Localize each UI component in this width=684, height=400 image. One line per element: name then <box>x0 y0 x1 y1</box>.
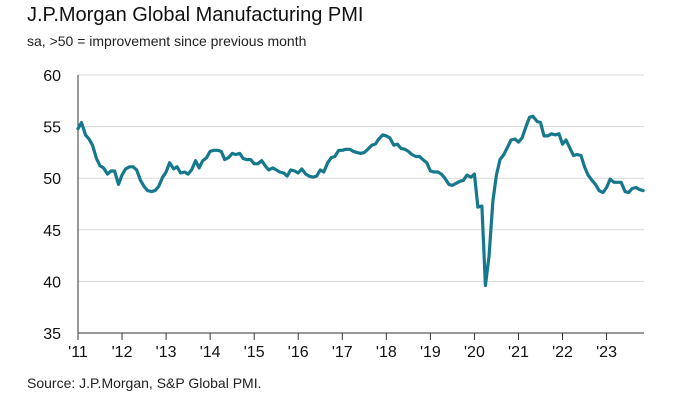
chart-subtitle: sa, >50 = improvement since previous mon… <box>27 33 307 49</box>
x-tick-label: '17 <box>332 344 353 361</box>
y-tick-label: 35 <box>43 326 61 343</box>
x-tick-label: '23 <box>596 344 617 361</box>
y-tick-label: 50 <box>43 171 61 188</box>
x-tick-label: '19 <box>420 344 441 361</box>
axes <box>77 75 644 340</box>
gridlines <box>78 74 644 282</box>
chart-title: J.P.Morgan Global Manufacturing PMI <box>27 4 364 26</box>
x-tick-label: '13 <box>156 344 177 361</box>
x-tick-label: '22 <box>552 344 573 361</box>
x-tick-label: '15 <box>244 344 265 361</box>
x-tick-label: '21 <box>508 344 529 361</box>
x-tick-label: '14 <box>200 344 221 361</box>
y-tick-label: 45 <box>43 223 61 240</box>
x-tick-label: '16 <box>288 344 309 361</box>
x-tick-label: '20 <box>464 344 485 361</box>
y-tick-label: 55 <box>43 120 61 137</box>
series-layer <box>76 114 645 288</box>
x-tick-label: '12 <box>112 344 133 361</box>
series-line-pmi <box>76 114 645 288</box>
chart-source: Source: J.P.Morgan, S&P Global PMI. <box>27 375 262 391</box>
x-tick-label: '11 <box>68 344 88 361</box>
x-tick-label: '18 <box>376 344 397 361</box>
y-tick-label: 40 <box>43 274 61 291</box>
tick-labels: 35 40 45 50 55 60 '11 '12 '13 '14 '15 '16 '17 '18 '19 '… <box>43 68 617 361</box>
y-tick-label: 60 <box>43 68 61 85</box>
